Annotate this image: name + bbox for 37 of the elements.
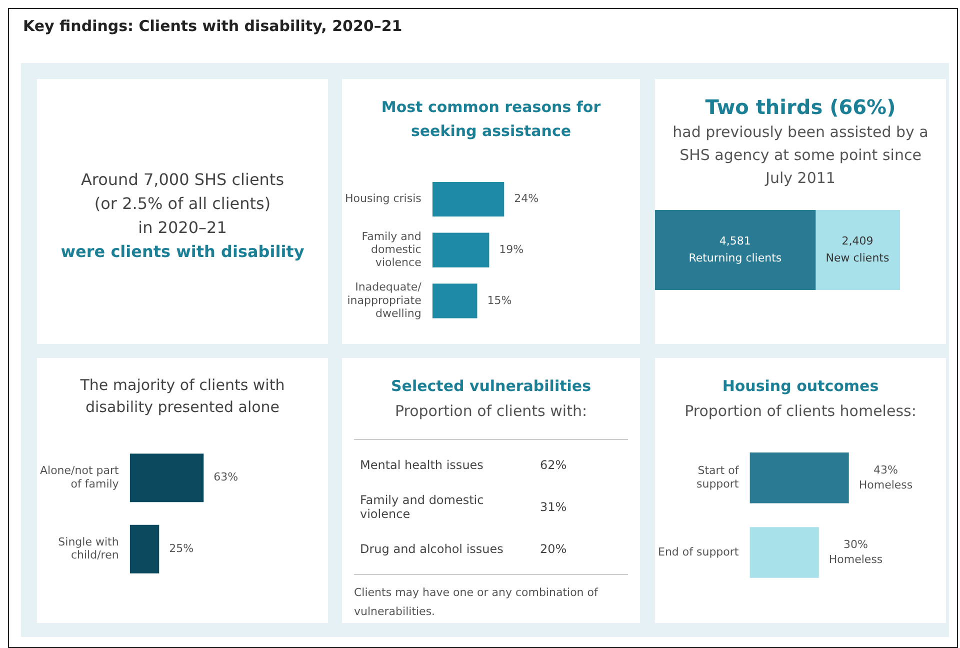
text: Proportion of clients with: [394,401,588,422]
series-label: Returning clients [688,251,782,264]
text: Key findings: Clients with disability, 2020–21 [23,17,402,35]
y-tick-label: Start of support [696,464,740,490]
series-label: New clients [826,251,890,264]
data-label: 30% Homeless [828,538,883,566]
data-label: 4,581 [719,234,751,248]
text: 20% [540,542,567,556]
data-label: 15% [487,294,512,307]
y-tick-label: Single with child/ren [58,535,119,562]
chart-subtitle: Proportion of clients homeless: [684,401,918,422]
text: were clients with disability [60,240,306,262]
text: 31% [540,500,567,514]
chart-subtitle: had previously been assisted by a SHS agency at some point since July 2011 [672,122,930,189]
data-label: 25% [169,542,194,556]
chart-title: The majority of clients with disability presented alone [79,375,286,418]
category-label: Mental health issues [359,458,484,472]
text: Clients may have one or any combination of vulnerabilities. [354,585,600,620]
y-tick-label: Alone/not part of family [40,464,120,490]
data-label: 63% [214,470,238,484]
chart-title: Two thirds (66%) [704,95,897,119]
text: 62% [540,458,567,472]
text: (or 2.5% of all clients) [93,192,272,214]
data-label: 43% Homeless [858,463,913,492]
data-label: 19% [499,242,524,256]
y-tick-label: End of support [658,545,740,558]
data-label: 2,409 [842,234,874,248]
category-label: Drug and alcohol issues [359,542,504,556]
chart-title: Most common reasons for seeking assistance [380,97,602,142]
text: in 2020–21 [137,216,228,238]
text: Around 7,000 SHS clients [80,168,286,190]
y-tick-label: Family and domestic violence [362,230,422,270]
chart-title: Housing outcomes [721,376,880,397]
y-tick-label: Inadequate/ inappropriate dwelling [347,280,422,320]
data-label: 24% [514,192,539,206]
text: Selected vulnerabilities [390,376,592,397]
y-tick-label: Housing crisis [344,192,422,206]
